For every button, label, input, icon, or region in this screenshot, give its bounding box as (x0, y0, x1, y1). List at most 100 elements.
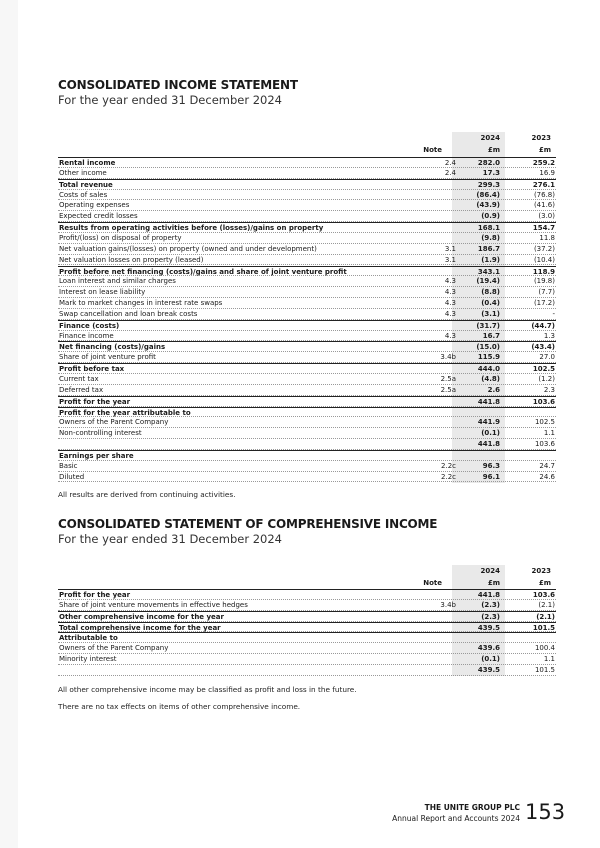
table-row: Interest on lease liability 4.3 (8.8) (7.7) (58, 287, 556, 299)
value-2024: 115.9 (477, 353, 500, 362)
row-label: Other comprehensive income for the year (59, 612, 224, 621)
table-row: Owners of the Parent Company 441.9 102.5 (58, 417, 556, 429)
value-2023: 1.3 (543, 331, 555, 340)
row-label: Swap cancellation and loan break costs (59, 309, 198, 318)
value-2023: 103.6 (532, 397, 555, 406)
row-label: Loan interest and similar charges (59, 277, 176, 286)
table-row: Net valuation losses on property (leased… (58, 255, 556, 266)
row-label: Current tax (59, 375, 99, 383)
table-row: Deferred tax 2.5a 2.6 2.3 (58, 385, 556, 396)
value-2024: 441.9 (477, 418, 500, 427)
footnote: All results are derived from continuing … (58, 490, 236, 499)
value-2024: 343.1 (477, 267, 500, 276)
table-row: Other income 2.4 17.3 16.9 (58, 168, 556, 179)
value-2024: 441.8 (477, 440, 500, 449)
table-row: Earnings per share (58, 449, 556, 461)
value-2024: 17.3 (482, 168, 500, 177)
value-2023: 103.6 (534, 440, 555, 449)
row-note: 4.3 (444, 288, 456, 297)
value-2023: 27.0 (539, 353, 555, 362)
value-2023: 102.5 (534, 418, 555, 427)
row-label: Attributable to (59, 634, 118, 643)
value-2024: (2.3) (481, 600, 500, 609)
value-2024: 444.0 (477, 365, 500, 374)
value-2023: 259.2 (532, 159, 555, 167)
value-2024: (3.1) (481, 309, 500, 318)
table-row: Share of joint venture movements in effe… (58, 600, 556, 611)
row-note: 4.3 (444, 299, 456, 308)
value-2024: 168.1 (477, 224, 500, 233)
row-label: Finance (costs) (59, 321, 120, 330)
row-label: Net valuation gains/(losses) on property… (59, 244, 317, 253)
table-row: Profit for the year 441.8 103.6 (58, 589, 556, 600)
value-2024: (15.0) (476, 343, 500, 352)
value-2023: (7.7) (538, 288, 555, 297)
table-row: Swap cancellation and loan break costs 4.… (58, 309, 556, 320)
section-subtitle: For the year ended 31 December 2024 (58, 532, 283, 546)
value-2024: 186.7 (477, 244, 500, 253)
value-2023: 103.6 (532, 591, 555, 599)
value-2023: 16.9 (539, 168, 555, 177)
section-title: CONSOLIDATED INCOME STATEMENT (58, 78, 298, 92)
table-row: Net valuation gains/(losses) on property… (58, 244, 556, 255)
value-2023: 276.1 (532, 180, 555, 189)
table-row: Diluted 2.2c 96.1 24.6 (58, 472, 556, 483)
table-row: Results from operating activities before… (58, 222, 556, 233)
value-2023: (41.6) (533, 201, 555, 210)
row-note: 2.5a (440, 375, 456, 383)
value-2023: (37.2) (533, 244, 555, 253)
value-2023: 1.1 (543, 655, 555, 664)
table-row: Operating expenses (43.9) (41.6) (58, 200, 556, 212)
value-2023: (17.2) (533, 299, 555, 308)
row-label: Minority interest (59, 655, 117, 664)
table-row: Profit before tax 444.0 102.5 (58, 363, 556, 374)
column-shade (452, 565, 505, 676)
row-note: 4.3 (444, 331, 456, 340)
value-2024: 299.3 (477, 180, 500, 189)
value-2024: (8.8) (481, 288, 500, 297)
row-label: Results from operating activities before… (59, 224, 324, 233)
value-2024: 96.3 (482, 461, 500, 470)
footnote: There are no tax effects on items of oth… (58, 702, 301, 711)
value-2024: (1.9) (481, 255, 500, 264)
row-label: Total revenue (59, 180, 113, 189)
value-2024: (9.8) (481, 233, 500, 242)
row-label: Profit for the year (59, 591, 131, 599)
row-note: 2.2c (441, 472, 456, 481)
table-row: Current tax 2.5a (4.8) (1.2) (58, 374, 556, 385)
row-label: Expected credit losses (59, 212, 138, 221)
table-row: Net financing (costs)/gains (15.0) (43.4) (58, 341, 556, 353)
row-note: 3.1 (444, 255, 456, 264)
value-2023: (1.2) (538, 375, 555, 383)
table-row: Rental income 2.4 282.0 259.2 (58, 157, 556, 168)
table-row: Expected credit losses (0.9) (3.0) (58, 211, 556, 223)
row-label: Basic (59, 461, 78, 470)
row-label: Total comprehensive income for the year (59, 623, 221, 632)
value-2024: 2.6 (487, 385, 500, 394)
row-label: Owners of the Parent Company (59, 644, 169, 653)
year-header: 2023 (531, 567, 551, 575)
row-note: 3.1 (444, 244, 456, 253)
report-name: Annual Report and Accounts 2024 (392, 814, 520, 823)
row-label: Share of joint venture movements in effe… (59, 600, 248, 609)
table-row: Non-controlling interest (0.1) 1.1 (58, 428, 556, 440)
row-label: Profit before tax (59, 365, 125, 374)
section-subtitle: For the year ended 31 December 2024 (58, 93, 283, 107)
value-2024: 96.1 (482, 472, 500, 481)
row-label: Non-controlling interest (59, 429, 142, 438)
row-label: Net financing (costs)/gains (59, 343, 166, 352)
row-label: Costs of sales (59, 190, 108, 199)
value-2023: 24.6 (539, 472, 555, 481)
table-row: Mark to market changes in interest rate … (58, 298, 556, 309)
footnote: All other comprehensive income may be cl… (58, 685, 357, 694)
row-note: 4.3 (444, 309, 456, 318)
row-note: 2.4 (444, 168, 456, 177)
table-row: Share of joint venture profit 3.4b 115.9 27… (58, 352, 556, 364)
row-label: Mark to market changes in interest rate … (59, 299, 223, 308)
table-row: Costs of sales (86.4) (76.8) (58, 190, 556, 201)
value-2024: 439.6 (477, 644, 500, 653)
value-2024: (19.4) (476, 277, 500, 286)
row-note: 4.3 (444, 277, 456, 286)
row-label: Profit for the year (59, 397, 131, 406)
